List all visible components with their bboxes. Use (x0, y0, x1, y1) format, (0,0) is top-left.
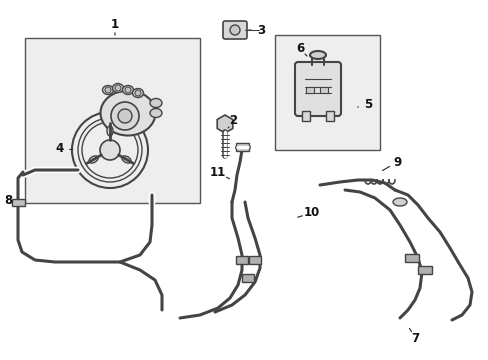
Circle shape (229, 25, 240, 35)
Circle shape (115, 85, 121, 91)
Bar (236, 143, 248, 151)
Bar (305, 87, 313, 93)
FancyBboxPatch shape (294, 62, 340, 116)
Bar (417, 266, 431, 274)
Text: 5: 5 (363, 99, 371, 112)
Text: 1: 1 (111, 18, 119, 31)
Circle shape (105, 87, 111, 93)
Ellipse shape (102, 85, 113, 94)
Circle shape (100, 140, 120, 160)
Ellipse shape (309, 51, 325, 59)
Text: 9: 9 (393, 156, 401, 168)
Circle shape (135, 90, 141, 96)
Ellipse shape (122, 156, 131, 163)
Text: 11: 11 (209, 166, 225, 179)
Ellipse shape (112, 84, 123, 93)
Circle shape (125, 87, 131, 93)
Bar (242, 274, 253, 282)
Ellipse shape (150, 108, 162, 117)
Ellipse shape (132, 89, 143, 98)
Ellipse shape (89, 156, 98, 163)
Text: 7: 7 (410, 332, 418, 345)
Ellipse shape (107, 126, 113, 136)
Text: 3: 3 (256, 23, 264, 36)
Bar (319, 87, 327, 93)
Text: 10: 10 (303, 207, 320, 220)
Bar (25, 38, 200, 203)
Bar (12, 199, 25, 206)
Text: 2: 2 (228, 113, 237, 126)
Text: 8: 8 (4, 194, 12, 207)
Text: 6: 6 (295, 41, 304, 54)
Ellipse shape (122, 85, 133, 94)
Bar (404, 254, 418, 262)
Text: 4: 4 (56, 141, 64, 154)
Bar (274, 35, 379, 150)
Bar (248, 256, 261, 264)
Bar (302, 111, 309, 121)
Circle shape (111, 102, 139, 130)
Ellipse shape (101, 90, 155, 135)
Circle shape (118, 109, 132, 123)
Bar (325, 111, 333, 121)
Ellipse shape (150, 99, 162, 108)
Bar (236, 256, 247, 264)
Ellipse shape (392, 198, 406, 206)
FancyBboxPatch shape (223, 21, 246, 39)
